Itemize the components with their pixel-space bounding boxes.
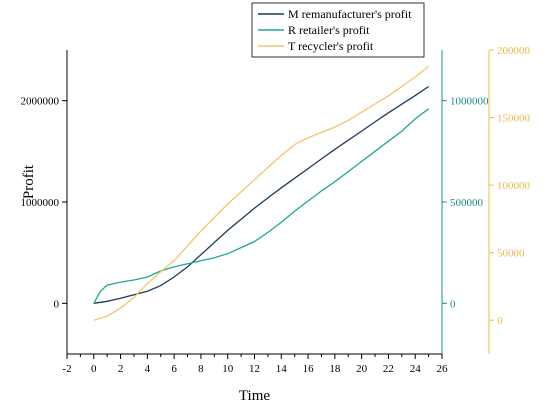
- x-tick-label: 20: [356, 363, 368, 375]
- right-axis-2-tick-label: 0: [497, 315, 503, 327]
- right-axis-1-tick-label: 1000000: [450, 96, 489, 108]
- x-tick-label: 0: [91, 363, 97, 375]
- x-tick-label: 4: [145, 363, 151, 375]
- right-axis-1-tick-label: 500000: [450, 197, 484, 209]
- x-tick-label: 10: [222, 363, 234, 375]
- plot-area: [93, 65, 430, 321]
- right-axis-2-tick-label: 50000: [497, 248, 525, 260]
- x-tick-label: 16: [303, 363, 315, 375]
- x-tick-label: 24: [410, 363, 422, 375]
- series-line-2: [93, 65, 430, 321]
- x-tick-label: -2: [62, 363, 71, 375]
- legend-label-1: R retailer's profit: [288, 23, 370, 37]
- right-axis-2-tick-label: 200000: [497, 45, 531, 57]
- series-line-0: [93, 85, 429, 304]
- x-tick-label: 26: [437, 363, 449, 375]
- x-tick-label: 14: [276, 363, 288, 375]
- left-y-tick-label: 1000000: [21, 197, 60, 209]
- right-axis-1-tick-label: 0: [450, 298, 456, 310]
- right-axis-2-tick-label: 100000: [497, 180, 531, 192]
- x-tick-label: 18: [329, 363, 341, 375]
- legend-label-0: M remanufacturer's profit: [288, 7, 412, 21]
- x-tick-label: 6: [171, 363, 177, 375]
- x-tick-label: 12: [249, 363, 260, 375]
- legend: M remanufacturer's profit R retailer's pr…: [251, 2, 425, 58]
- x-tick-label: 22: [383, 363, 394, 375]
- axes: -2 0 2 4 6 8 10 12 14 16 18 20 22 24 26010000002000000…: [21, 45, 531, 404]
- legend-label-2: T recycler's profit: [288, 39, 374, 53]
- left-y-tick-label: 0: [54, 298, 60, 310]
- x-axis-title: Time: [239, 388, 270, 404]
- left-y-tick-label: 2000000: [21, 96, 60, 108]
- y-axis-title: Profit: [21, 164, 37, 199]
- series-line-1: [93, 108, 429, 304]
- right-axis-2-tick-label: 150000: [497, 113, 531, 125]
- x-tick-label: 8: [198, 363, 204, 375]
- x-tick-label: 2: [118, 363, 124, 375]
